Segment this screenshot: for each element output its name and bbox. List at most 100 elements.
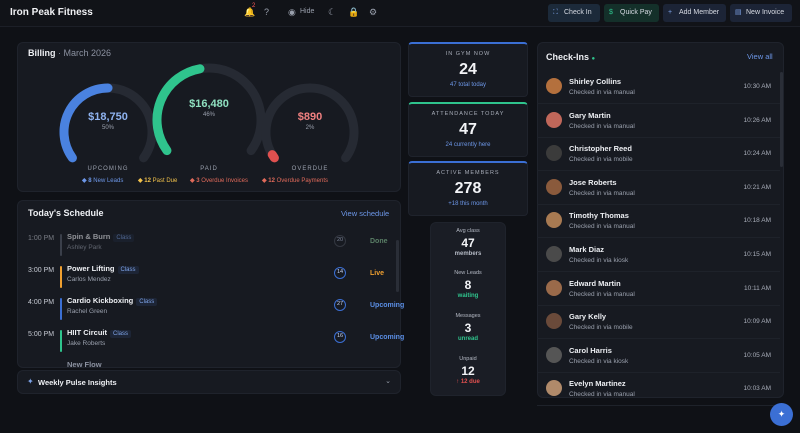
avatar [546,111,562,128]
assistant-fab-button[interactable]: ✦ [770,403,793,426]
stat-in-gym: IN GYM NOW 24 47 total today [408,42,528,97]
checkin-method: Checked in via manual [569,122,635,130]
attendee-count: 20 [334,235,346,247]
checkin-member-name: Timothy Thomas [569,211,629,221]
schedule-row[interactable]: 1:00 PM Spin & Burn Class Ashley Park 20 Done [18,230,388,262]
checkin-row[interactable]: Shirley Collins Checked in via manual 10:3… [537,71,780,104]
mini-avg-class-sub: members [454,251,482,257]
checkin-time: 10:18 AM [743,217,771,225]
gauge-fill-overdue [267,150,279,163]
gauge-overdue-value: $890 [297,111,323,123]
checkin-member-name: Edward Martin [569,278,621,288]
user-plus-icon: + [668,9,673,16]
checkin-time: 10:26 AM [743,116,771,124]
checkin-time: 10:05 AM [743,351,771,359]
checkin-member-name: Gary Martin [569,110,611,120]
checkin-row[interactable]: Carol Harris Checked in via kiosk 10:05 AM [537,340,780,373]
new-invoice-button[interactable]: ▤ New Invoice [730,4,792,22]
checkin-row[interactable]: Edward Martin Checked in via manual 10:11 … [537,273,780,306]
checkin-time: 10:21 AM [743,183,771,191]
schedule-class-name: Cardio Kickboxing Class [67,296,158,306]
mini-new-leads-label: New Leads [454,270,482,276]
bell-icon[interactable]: 🔔 [244,7,256,17]
checkin-row[interactable]: Evelyn Martinez Checked in via manual 10:0… [537,373,780,407]
check-in-button[interactable]: ⛶ Check In [548,4,600,22]
schedule-row[interactable]: 3:00 PM Power Lifting Class Carlos Mendez 14… [18,262,388,294]
schedule-color-bar [60,330,62,352]
help-icon[interactable]: ? [264,7,270,17]
attendee-count: 27 [334,299,346,311]
schedule-status: Done [370,238,388,245]
attendee-count: 16 [334,331,346,343]
legend-new-leads[interactable]: ◆ 8 New Leads [82,178,124,184]
schedule-status: Upcoming [370,302,405,309]
add-member-button[interactable]: + Add Member [663,4,726,22]
avatar [546,246,562,262]
checkin-time: 10:09 AM [743,318,771,326]
gauge-paid-label: PAID [200,166,218,172]
schedule-class-name: HIIT Circuit Class [67,328,132,338]
view-schedule-link[interactable]: View schedule [341,209,390,218]
schedule-coach: Rachel Green [67,308,108,315]
checkins-scrollbar[interactable] [780,72,783,167]
checkin-member-name: Carol Harris [569,345,612,355]
mini-messages-label: Messages [455,313,481,319]
schedule-title: Today's Schedule [28,208,104,218]
checkins-title: Check-Ins ● [546,52,596,62]
schedule-status: Live [370,270,385,277]
gauge-fill-paid [152,64,205,156]
mini-new-leads-sub: waiting [457,293,479,299]
mini-avg-class-value: 47 [461,236,475,250]
checkin-member-name: Mark Diaz [569,245,605,254]
class-tag: Class [117,266,139,274]
schedule-status: Upcoming [370,334,405,341]
quick-pay-button[interactable]: $ Quick Pay [604,4,659,22]
checkin-method: Checked in via mobile [569,156,633,164]
chevron-down-icon[interactable]: ⌄ [385,378,391,385]
checkin-row[interactable]: Timothy Thomas Checked in via manual 10:18… [537,205,780,239]
checkin-time: 10:24 AM [743,150,771,158]
lock-icon[interactable]: 🔒 [348,7,360,17]
invoice-icon: ▤ [735,9,742,16]
checkin-member-name: Christopher Reed [569,144,632,154]
schedule-color-bar [60,234,62,256]
schedule-scrollbar[interactable] [396,240,399,292]
checkin-row[interactable]: Christopher Reed Checked in via mobile 10:… [537,138,780,172]
hide-toggle[interactable]: Hide [300,8,315,15]
stat-active-members: ACTIVE MEMBERS 278 +18 this month [408,161,528,216]
legend-overdue-payments[interactable]: ◆ 12 Overdue Payments [262,178,328,184]
checkin-time: 10:11 AM [744,284,771,292]
brand-name: Iron Peak Fitness [10,7,93,18]
checkin-time: 10:03 AM [743,385,771,393]
checkin-row[interactable]: Gary Kelly Checked in via mobile 10:09 AM [537,306,780,340]
legend-past-due[interactable]: ◆ 12 Past Due [138,178,178,184]
legend-overdue-invoices[interactable]: ◆ 3 Overdue Invoices [190,178,248,184]
schedule-row[interactable]: 5:00 PM HIIT Circuit Class Jake Roberts 16 Up… [18,326,404,358]
attendee-count: 14 [334,267,346,279]
checkin-row[interactable]: Mark Diaz Checked in via kiosk 10:15 AM [537,239,780,272]
schedule-class-name: Spin & Burn Class [67,232,135,242]
checkin-row[interactable]: Jose Roberts Checked in via manual 10:21 A… [537,172,780,205]
mini-avg-class-label: Avg class [456,228,480,234]
mini-messages-sub: unread [457,336,478,342]
gauge-upcoming-label: UPCOMING [87,166,129,172]
mini-unpaid-label: Unpaid [459,356,477,362]
moon-icon[interactable]: ☾ [328,7,337,17]
sparkle-icon: ✦ [27,377,34,386]
avatar [546,279,562,296]
checkin-row[interactable]: Gary Martin Checked in via manual 10:26 AM [537,105,780,138]
avatar [546,346,562,363]
mini-messages-value: 3 [464,321,472,335]
checkin-time: 10:15 AM [743,251,771,258]
billing-period: March 2026 [63,48,112,58]
checkin-method: Checked in via kiosk [569,257,629,264]
eye-icon[interactable]: ◉ [288,7,296,17]
insights-bar[interactable]: ✦ Weekly Pulse Insights ⌄ [17,370,401,394]
schedule-row[interactable]: 4:00 PM Cardio Kickboxing Class Rachel Gree… [18,294,404,326]
view-all-link[interactable]: View all [747,52,773,61]
avatar [546,145,562,162]
dollar-icon: $ [609,9,613,16]
gear-icon[interactable]: ⚙ [369,7,378,17]
checkin-member-name: Shirley Collins [569,77,622,86]
avatar [546,178,562,195]
